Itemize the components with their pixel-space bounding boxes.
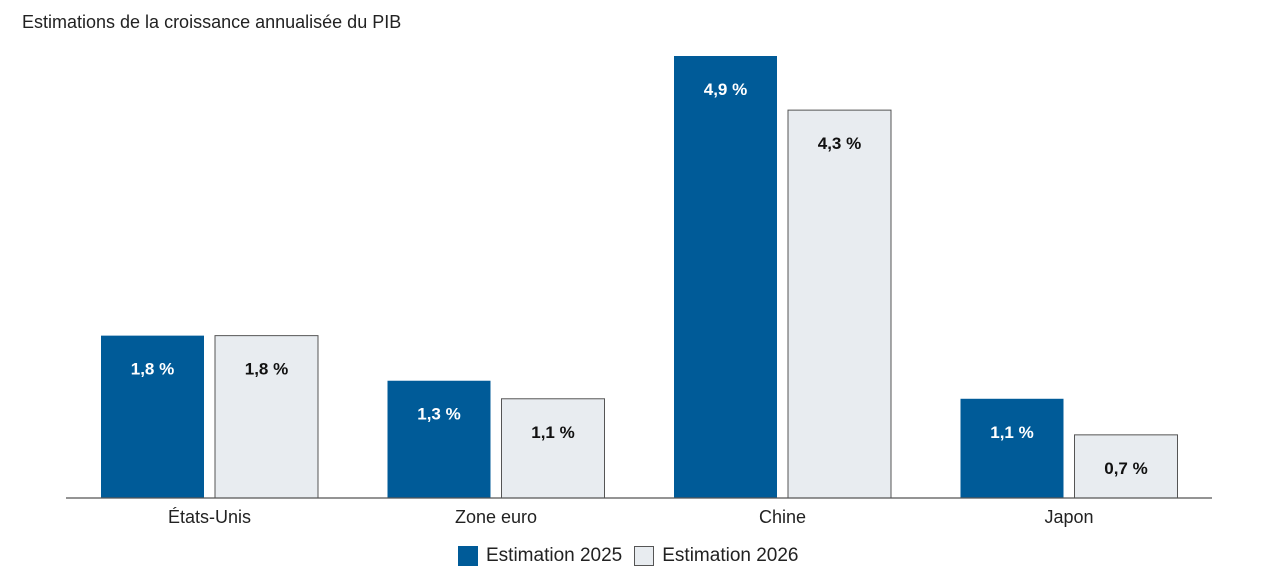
bar-1-3	[1074, 434, 1178, 499]
legend-swatch-2025	[458, 546, 478, 566]
bar-0-3	[960, 398, 1064, 498]
bar-1-2	[787, 109, 892, 499]
bar-0-1	[387, 380, 491, 498]
legend-swatch-2026	[634, 546, 655, 566]
data-label: 1,8 %	[245, 360, 288, 379]
x-tick-label: États-Unis	[168, 507, 251, 527]
legend-item-2026: Estimation 2026	[634, 545, 799, 567]
legend-label-2026: Estimation 2026	[662, 545, 799, 566]
bar-1-1	[501, 398, 605, 499]
data-label: 1,1 %	[990, 423, 1033, 442]
data-label: 1,3 %	[417, 405, 460, 424]
bar-0-0	[101, 335, 204, 498]
legend: Estimation 2025 Estimation 2026	[458, 545, 811, 567]
legend-label-2025: Estimation 2025	[486, 545, 623, 566]
x-tick-label: Zone euro	[455, 507, 537, 527]
data-label: 1,8 %	[131, 360, 174, 379]
bar-1-0	[214, 335, 319, 499]
x-tick-label: Chine	[759, 507, 806, 527]
data-label: 0,7 %	[1104, 459, 1147, 478]
chart-title: Estimations de la croissance annualisée …	[22, 12, 402, 32]
bar-0-2	[674, 56, 777, 498]
data-label: 4,9 %	[704, 80, 747, 99]
data-label: 4,3 %	[818, 134, 861, 153]
data-label: 1,1 %	[531, 423, 574, 442]
legend-item-2025: Estimation 2025	[458, 545, 622, 567]
x-tick-label: Japon	[1044, 507, 1093, 527]
